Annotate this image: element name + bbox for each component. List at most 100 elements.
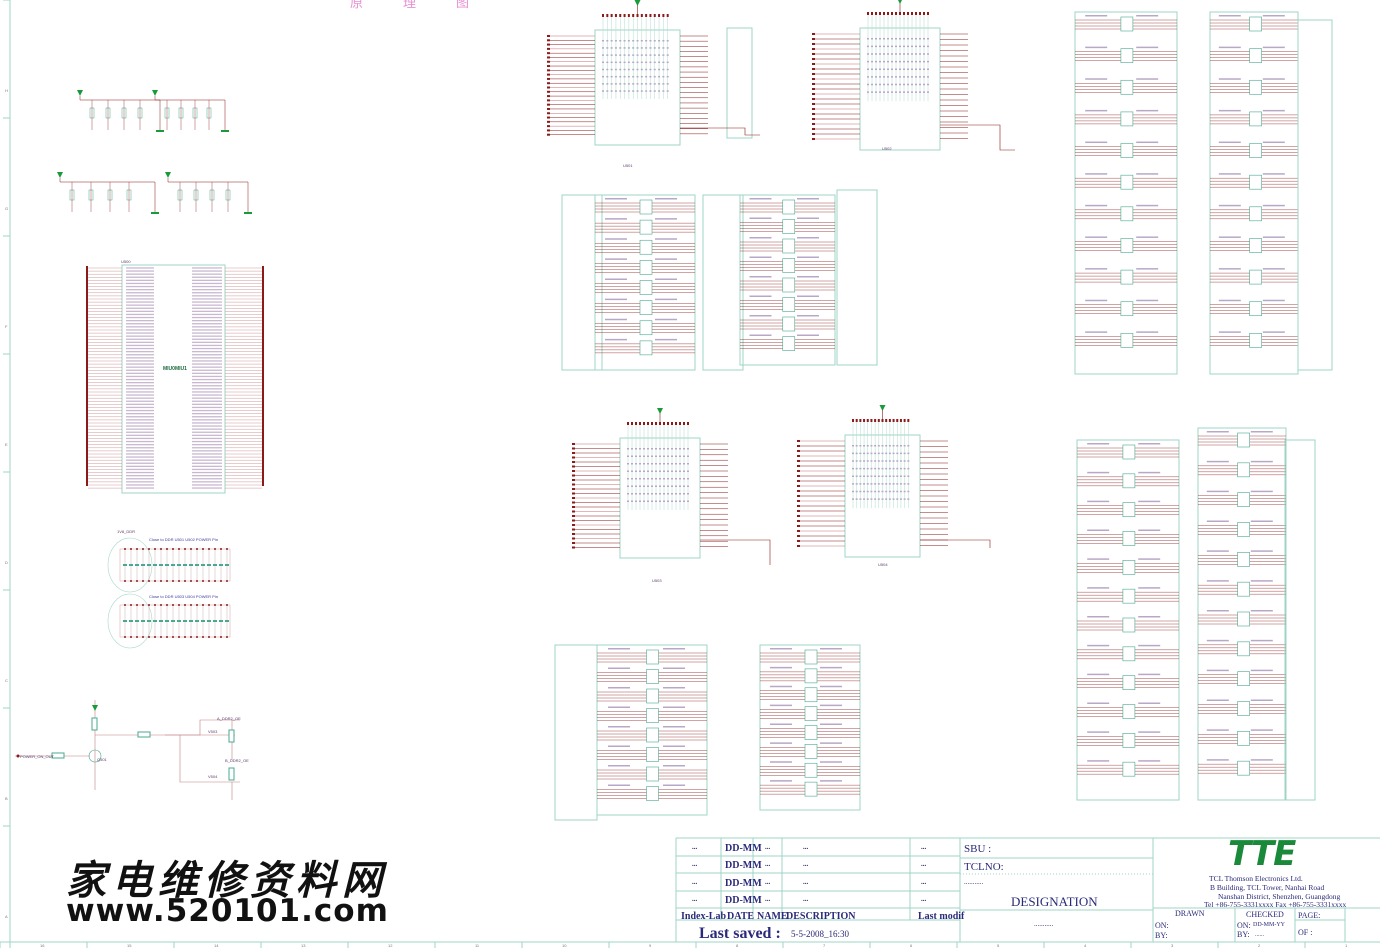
pin-label — [636, 47, 639, 49]
node — [124, 580, 126, 582]
resistor-pack — [804, 781, 818, 797]
net-label — [1262, 78, 1285, 80]
pin-label — [627, 485, 629, 487]
resistor-pack — [1120, 269, 1134, 285]
pin-label — [877, 475, 880, 477]
pin-label — [666, 75, 669, 78]
pin-label — [126, 378, 154, 381]
pin-label — [126, 487, 154, 489]
net-label — [605, 218, 627, 220]
pin-label — [667, 470, 669, 472]
pin-label — [659, 470, 661, 472]
capacitor — [123, 620, 127, 622]
pin-label — [927, 76, 929, 78]
resistor-pack — [639, 219, 653, 235]
resistor-pack — [639, 199, 653, 215]
revision-index: ... — [692, 894, 698, 903]
pin-label — [192, 316, 222, 319]
power-pin — [866, 419, 869, 422]
row-marker: D — [5, 560, 8, 565]
pin-label — [126, 422, 154, 424]
net-label — [820, 742, 842, 744]
revision-last-modif: ... — [921, 860, 927, 869]
node — [178, 604, 180, 606]
net-label — [1218, 331, 1241, 333]
pin-label — [895, 91, 897, 93]
pin-label — [647, 448, 649, 450]
pin-label — [867, 91, 869, 93]
drawn-on-label: ON: — [1155, 921, 1169, 930]
resistor-pack — [1249, 16, 1262, 32]
net-label — [663, 667, 685, 669]
pin-label — [891, 76, 893, 78]
net-label — [1262, 236, 1285, 238]
pin-label — [666, 61, 669, 64]
pin-label — [631, 478, 633, 480]
pin-label — [871, 91, 873, 93]
pin-label — [192, 394, 222, 396]
net-label — [1085, 268, 1108, 270]
pin-label — [675, 455, 677, 457]
pin-label — [859, 460, 862, 462]
net-label — [770, 648, 792, 650]
pin-label — [662, 54, 665, 56]
pin-label — [888, 445, 891, 447]
pin-label — [192, 440, 222, 443]
net-flag — [572, 447, 575, 450]
pin-label — [883, 53, 885, 55]
power-pin — [895, 12, 897, 15]
pin-label — [867, 53, 869, 55]
net-label — [1218, 141, 1241, 144]
pin-label — [679, 478, 681, 480]
pin-label — [667, 478, 669, 480]
pin-label — [899, 467, 902, 470]
pin-label — [667, 500, 669, 502]
node — [178, 636, 180, 638]
pin-label — [192, 450, 222, 452]
power-pin — [627, 14, 630, 17]
pin-label — [606, 54, 609, 56]
pin-label — [192, 391, 222, 393]
pin-label — [859, 498, 862, 500]
pin-label — [662, 83, 665, 85]
pin-label — [852, 445, 854, 447]
row-marker: A — [5, 914, 8, 919]
pin-label — [666, 90, 669, 92]
pin-label — [888, 460, 891, 462]
pin-label — [871, 38, 873, 40]
node — [196, 548, 198, 550]
ground-icon — [221, 130, 229, 132]
pin-label — [192, 419, 222, 421]
net-flag — [547, 82, 550, 85]
net-flag — [547, 99, 550, 102]
pin-label — [671, 448, 673, 450]
resistor-pack — [782, 336, 796, 351]
pin-label — [687, 485, 689, 487]
capacitor — [225, 620, 229, 622]
pin-label — [192, 313, 222, 316]
ground-icon — [151, 212, 159, 214]
pin-label — [877, 445, 880, 447]
pin-label — [907, 467, 910, 470]
pin-label — [627, 54, 630, 56]
pin-label — [879, 83, 881, 86]
capacitor — [129, 564, 133, 566]
pin-label — [619, 40, 622, 42]
pin-label — [192, 409, 222, 412]
pin-label — [927, 38, 929, 40]
pin-label — [640, 40, 643, 42]
net-label — [663, 706, 685, 708]
pin-label — [671, 455, 673, 457]
resistor-pack — [1120, 238, 1134, 253]
pin-label — [192, 484, 222, 486]
pin-label — [640, 68, 643, 71]
net-label — [1087, 500, 1110, 503]
pin-label — [647, 455, 649, 457]
pin-label — [192, 273, 222, 275]
pin-label — [919, 91, 921, 93]
net-label — [1138, 731, 1161, 733]
net-label — [1206, 550, 1229, 552]
pin-label — [126, 388, 154, 390]
pin-label — [126, 351, 154, 353]
drawn-label: DRAWN — [1175, 909, 1205, 918]
